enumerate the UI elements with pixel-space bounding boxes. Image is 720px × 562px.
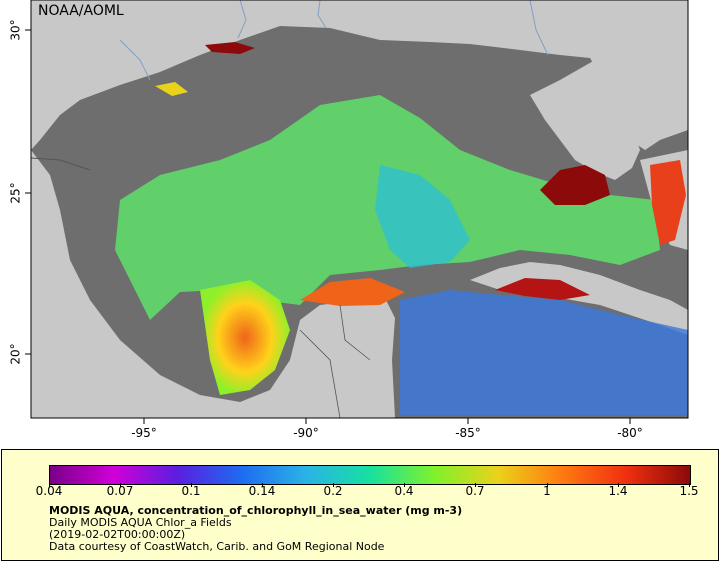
florida-peninsula-land	[530, 60, 640, 180]
chl-field-cuba-north	[495, 278, 590, 300]
mexico-land	[31, 150, 395, 418]
map-svg	[25, 0, 689, 424]
colorbar-tick-mark	[262, 483, 263, 487]
legend-dataset-line: Daily MODIS AQUA Chlor_a Fields	[49, 516, 232, 529]
state-border	[339, 304, 371, 361]
legend-courtesy-line: Data courtesy of CoastWatch, Carib. and …	[49, 540, 385, 553]
colorbar-tick-label: 0.2	[323, 484, 343, 498]
map-panel: NOAA/AOML -95° -90° -85° -80° 30° 25° 20…	[9, 0, 689, 440]
colorbar-tick-mark	[475, 483, 476, 487]
colorbar-tick-label: 1	[543, 484, 551, 498]
river-line	[317, 0, 327, 29]
x-tick-label: -90°	[293, 426, 319, 440]
colorbar-tick-mark	[333, 483, 334, 487]
us-gulf-coast-land	[31, 0, 688, 150]
river-line	[237, 0, 247, 39]
colorbar-tick-mark	[191, 483, 192, 487]
legend-title: MODIS AQUA, concentration_of_chlorophyll…	[49, 504, 463, 517]
chl-field-mississippi	[205, 42, 255, 54]
colorbar-tick-label: 0.4	[394, 484, 414, 498]
chl-field-bahamas	[650, 160, 686, 245]
x-tick-label: -95°	[131, 426, 157, 440]
y-tick-label: 25°	[9, 182, 23, 204]
colorbar-tick-label: 0.04	[35, 484, 63, 498]
chl-field-florida-coast	[540, 165, 610, 205]
chl-field-campeche-bank	[300, 278, 405, 306]
legend-panel: 0.04 0.07 0.1 0.14 0.2 0.4 0.7 1 1.4 1.5…	[1, 449, 719, 561]
colorbar-tick-label: 0.7	[465, 484, 485, 498]
chl-field-cyan-central	[375, 165, 470, 268]
chl-field-louisiana-shelf	[155, 82, 188, 96]
colorbar-tick-mark	[404, 483, 405, 487]
colorbar-tick-mark	[547, 483, 548, 487]
colorbar-tick-label: 1.4	[608, 484, 628, 498]
credit-label: NOAA/AOML	[38, 3, 124, 19]
x-tick-label: -80°	[617, 426, 643, 440]
colorbar-tick-mark	[49, 483, 50, 487]
colorbar-tick-label: 0.14	[248, 484, 276, 498]
colorbar-tick-mark	[689, 483, 690, 487]
colorbar-tick-mark	[120, 483, 121, 487]
colorbar-tick-label: 0.07	[106, 484, 134, 498]
y-tick-label: 30°	[9, 19, 23, 41]
colorbar	[49, 465, 691, 485]
chl-field-blue-caribbean	[400, 290, 688, 415]
chl-field-shelf-yucatan	[200, 280, 290, 395]
y-tick-label: 20°	[9, 343, 23, 365]
colorbar-tick-mark	[618, 483, 619, 487]
legend-date-line: (2019-02-02T00:00:00Z)	[49, 528, 186, 541]
colorbar-tick-label: 0.1	[181, 484, 201, 498]
x-tick-label: -85°	[455, 426, 481, 440]
colorbar-tick-label: 1.5	[679, 484, 699, 498]
state-border	[299, 329, 341, 419]
river-line	[529, 0, 549, 56]
map-frame-border	[30, 0, 689, 419]
river-line	[119, 39, 151, 81]
country-border	[30, 157, 91, 171]
